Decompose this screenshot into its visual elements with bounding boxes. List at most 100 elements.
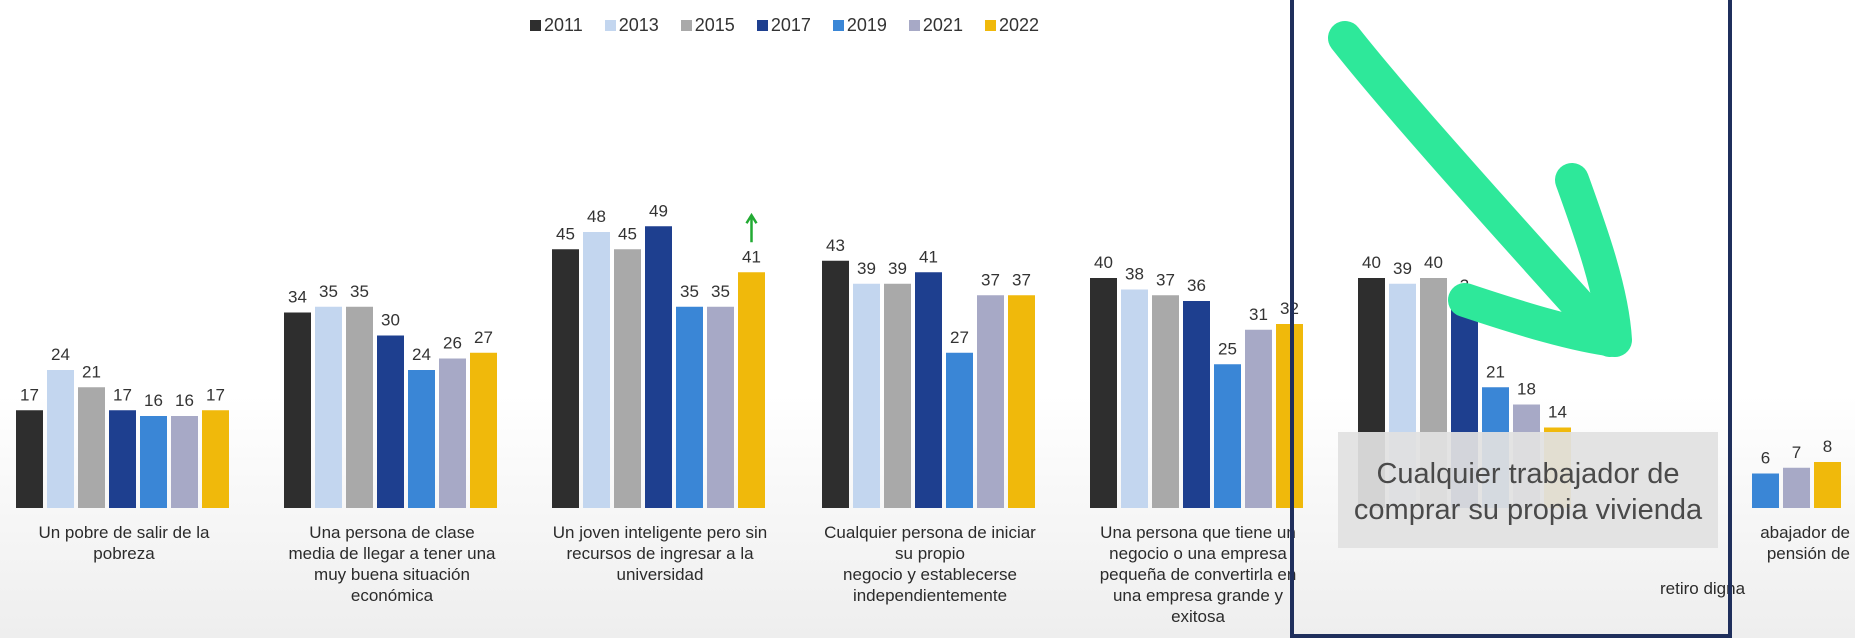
bar-group-1: 34 35 35 30 24 26 27 (284, 282, 497, 508)
legend-label: 2019 (846, 14, 887, 35)
data-label: 16 (144, 391, 163, 410)
bar-group-6: 6 7 8 (1752, 437, 1841, 508)
legend-item-2015: 2015 (680, 15, 735, 36)
bar-2015 (614, 249, 641, 508)
bar-group-2: 45 48 45 49 35 35 41 (552, 201, 765, 508)
legend-item-2017: 2017 (756, 14, 811, 36)
bar-group-3: 43 39 39 41 27 37 37 (822, 236, 1035, 508)
legend-label: 2013 (618, 14, 659, 35)
data-label: 37 (1156, 270, 1175, 289)
bar-2013 (583, 232, 610, 508)
data-label: 21 (82, 362, 101, 381)
bar-2022 (1814, 462, 1841, 508)
bar-2021 (1245, 329, 1272, 508)
legend-label: 2022 (998, 14, 1039, 35)
bar-2017 (109, 410, 136, 508)
bar-2022 (470, 352, 497, 508)
overlay-text: Cualquier trabajador de comprar su propi… (1353, 458, 1703, 526)
bar-2021 (439, 358, 466, 508)
data-label: 24 (51, 345, 70, 364)
category-label-6-partial-bottom: retiro digna (1660, 579, 1746, 598)
bar-2021 (977, 295, 1004, 508)
data-label: 39 (857, 259, 876, 278)
category-label-3: Cualquier persona de iniciar su propio n… (824, 523, 1036, 605)
data-label: 21 (1486, 362, 1505, 381)
bar-2021 (707, 306, 734, 508)
category-label-4: Una persona que tiene un negocio o una e… (1099, 523, 1297, 626)
bar-2011 (822, 260, 849, 508)
legend-swatch (756, 19, 768, 31)
data-label: 6 (1761, 449, 1770, 468)
data-label: 34 (288, 288, 307, 307)
bar-group-0: 17 24 21 17 16 16 17 (16, 345, 229, 508)
data-label: 24 (412, 345, 431, 364)
data-label: 43 (826, 236, 845, 255)
bar-2017 (1183, 301, 1210, 508)
data-label: 7 (1792, 443, 1801, 462)
data-label: 32 (1280, 299, 1299, 318)
data-label: 14 (1548, 403, 1567, 422)
bar-2019 (140, 416, 167, 508)
bar-2017 (915, 272, 942, 508)
data-label: 8 (1823, 437, 1832, 456)
annotation-arrow-head (1448, 163, 1632, 357)
bar-2013 (315, 306, 342, 508)
legend-swatch (984, 19, 996, 31)
overlay-box (1338, 432, 1718, 548)
category-label-0: Un pobre de salir de la pobreza (38, 523, 210, 563)
bar-2011 (1090, 278, 1117, 508)
legend-label: 2017 (770, 14, 811, 35)
bar-2015 (884, 283, 911, 508)
data-label: 35 (680, 282, 699, 301)
legend-swatch (832, 19, 844, 31)
bar-2019 (408, 370, 435, 508)
legend-swatch (604, 19, 616, 31)
data-label: 41 (919, 247, 938, 266)
bar-2011 (552, 249, 579, 508)
data-label: 35 (319, 282, 338, 301)
data-label: 18 (1517, 380, 1536, 399)
category-label-2: Un joven inteligente pero sin recursos d… (552, 523, 768, 584)
legend-swatch (680, 19, 692, 31)
legend-label: 2011 (544, 14, 583, 35)
data-label: 49 (649, 201, 668, 220)
bar-2021 (171, 416, 198, 508)
bar-2022 (1008, 295, 1035, 508)
bar-2013 (1121, 289, 1148, 508)
bar-2015 (346, 306, 373, 508)
category-label-1: Una persona de clase media de llegar a t… (288, 523, 496, 605)
data-label: 39 (1393, 259, 1412, 278)
bar-2019 (1752, 473, 1779, 508)
data-label: 27 (474, 328, 493, 347)
legend: 2011 2013 2015 2017 2019 2021 2022 (530, 12, 1039, 38)
data-label: 17 (20, 385, 39, 404)
data-label: 38 (1125, 265, 1144, 284)
data-label: 37 (981, 270, 1000, 289)
up-arrow-icon (745, 212, 758, 243)
legend-label: 2021 (922, 14, 963, 35)
data-label: 25 (1218, 339, 1237, 358)
legend-item-2013: 2013 (604, 14, 659, 36)
data-label: 45 (618, 224, 637, 243)
data-label: 48 (587, 207, 606, 226)
data-label: 36 (1187, 276, 1206, 295)
data-label: 35 (350, 282, 369, 301)
data-label: 30 (381, 311, 400, 330)
bar-2022 (1276, 324, 1303, 508)
data-label: 31 (1249, 305, 1268, 324)
bar-2013 (47, 370, 74, 508)
bar-2022 (738, 272, 765, 508)
bar-2011 (16, 410, 43, 508)
bar-2019 (676, 306, 703, 508)
bar-2015 (78, 387, 105, 508)
legend-swatch (530, 19, 541, 31)
bar-2021 (1783, 467, 1810, 508)
legend-item-2022: 2022 (984, 14, 1039, 36)
category-label-6-partial: abajador de pensión de (1760, 523, 1850, 563)
bar-2022 (202, 410, 229, 508)
data-label: 17 (206, 385, 225, 404)
legend-item-2019: 2019 (832, 14, 887, 36)
data-label: 35 (711, 282, 730, 301)
